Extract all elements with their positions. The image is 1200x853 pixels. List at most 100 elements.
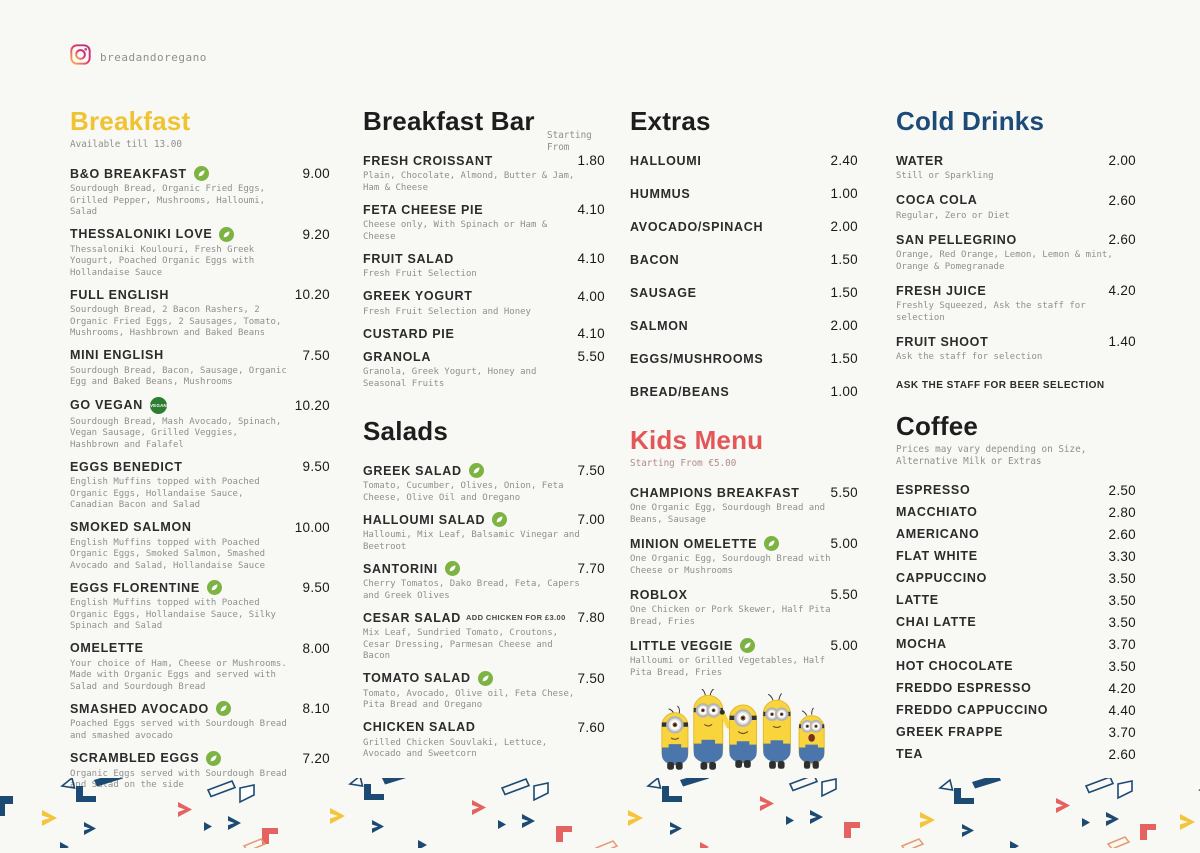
menu-item: GRANOLA 5.50 Granola, Greek Yogurt, Hone… bbox=[363, 349, 605, 390]
menu-item: AMERICANO 2.60 bbox=[896, 527, 1136, 542]
item-price: 7.70 bbox=[577, 561, 605, 577]
item-price: 2.40 bbox=[830, 153, 858, 168]
diet-badge-icon bbox=[477, 670, 493, 686]
item-description: English Muffins topped with Poached Orga… bbox=[70, 537, 266, 571]
coffee-title: Coffee bbox=[896, 410, 979, 441]
diet-badge-icon bbox=[193, 166, 209, 182]
item-price: 2.80 bbox=[1108, 504, 1136, 520]
item-name: SALMON bbox=[630, 318, 689, 333]
item-description: One Chicken or Pork Skewer, Half Pita Br… bbox=[630, 605, 831, 627]
item-name: FULL ENGLISH bbox=[70, 287, 170, 302]
item-name: SMASHED AVOCADO bbox=[70, 701, 209, 716]
item-name: ESPRESSO bbox=[896, 483, 971, 498]
item-price: 1.40 bbox=[1108, 334, 1136, 350]
item-price: 2.00 bbox=[830, 219, 858, 234]
breakfast-bar-item-list: FRESH CROISSANT 1.80 Plain, Chocolate, A… bbox=[363, 153, 605, 390]
item-name: EGGS BENEDICT bbox=[70, 459, 183, 474]
menu-item: FULL ENGLISH 10.20 Sourdough Bread, 2 Ba… bbox=[70, 287, 330, 340]
item-name: SAN PELLEGRINO bbox=[896, 232, 1017, 247]
diet-badge-icon bbox=[206, 580, 222, 596]
item-name: CHICKEN SALAD bbox=[363, 720, 476, 735]
menu-item: ESPRESSO 2.50 bbox=[896, 483, 1136, 498]
menu-item: WATER 2.00 Still or Sparkling bbox=[896, 153, 1136, 183]
item-name: CHAI LATTE bbox=[896, 615, 977, 630]
item-price: 7.60 bbox=[577, 719, 605, 735]
minions-image bbox=[630, 688, 858, 784]
item-description: Sourdough Bread, Organic Fried Eggs, Gri… bbox=[70, 184, 266, 218]
menu-item: SCRAMBLED EGGS 7.20 Organic Eggs served … bbox=[70, 750, 330, 792]
item-description: Thessaloniki Koulouri, Fresh Greek Yougu… bbox=[70, 244, 255, 278]
menu-item: HALLOUMI SALAD 7.00 Halloumi, Mix Leaf, … bbox=[363, 512, 605, 553]
item-description: Regular, Zero or Diet bbox=[896, 210, 1010, 221]
item-price: 3.50 bbox=[1108, 614, 1136, 630]
item-description: Sourdough Bread, Mash Avocado, Spinach, … bbox=[70, 416, 282, 450]
item-price: 3.30 bbox=[1108, 548, 1136, 564]
menu-item: BACON 1.50 bbox=[630, 252, 858, 267]
item-description: Your choice of Ham, Cheese or Mushrooms.… bbox=[70, 658, 287, 692]
instagram-icon bbox=[70, 44, 91, 70]
item-name: FETA CHEESE PIE bbox=[363, 202, 484, 217]
item-name: GREEK FRAPPE bbox=[896, 725, 1004, 740]
menu-item: LATTE 3.50 bbox=[896, 593, 1136, 608]
item-name: SAUSAGE bbox=[630, 285, 697, 300]
item-description: Granola, Greek Yogurt, Honey and Seasona… bbox=[363, 367, 537, 389]
menu-item: BREAD/BEANS 1.00 bbox=[630, 384, 858, 399]
menu-item: AVOCADO/SPINACH 2.00 bbox=[630, 219, 858, 234]
item-description: One Organic Egg, Sourdough Bread with Ch… bbox=[630, 554, 831, 576]
item-price: 3.50 bbox=[1108, 570, 1136, 586]
item-price: 10.20 bbox=[294, 287, 330, 303]
kids-item-list: CHAMPIONS BREAKFAST 5.50 One Organic Egg… bbox=[630, 485, 858, 679]
item-name: FRESH CROISSANT bbox=[363, 153, 493, 168]
menu-item: CHICKEN SALAD 7.60 Grilled Chicken Souvl… bbox=[363, 720, 605, 761]
item-name: LITTLE VEGGIE bbox=[630, 638, 733, 653]
item-description: English Muffins topped with Poached Orga… bbox=[70, 477, 260, 511]
item-description: Cheese only, With Spinach or Ham & Chees… bbox=[363, 220, 548, 242]
item-description: Mix Leaf, Sundried Tomato, Croutons, Ces… bbox=[363, 628, 559, 662]
item-price: 4.20 bbox=[1108, 283, 1136, 299]
item-name: EGGS FLORENTINE bbox=[70, 580, 200, 595]
menu-item: MOCHA 3.70 bbox=[896, 637, 1136, 652]
item-price: 1.50 bbox=[830, 252, 858, 267]
menu-item: SANTORINI 7.70 Cherry Tomatos, Dako Brea… bbox=[363, 561, 605, 602]
column-extras-kids: Extras HALLOUMI 2.40 bbox=[630, 106, 858, 784]
item-price: 7.20 bbox=[302, 750, 330, 766]
item-price: 5.50 bbox=[577, 349, 605, 365]
item-name: AVOCADO/SPINACH bbox=[630, 219, 764, 234]
salads-item-list: GREEK SALAD 7.50 Tomato, Cucumber, Olive… bbox=[363, 463, 605, 761]
item-name: COCA COLA bbox=[896, 193, 978, 208]
item-note: ADD CHICKEN FOR £3.00 bbox=[465, 613, 566, 623]
menu-item: CAPPUCCINO 3.50 bbox=[896, 571, 1136, 586]
item-price: 2.00 bbox=[830, 318, 858, 333]
menu-item: CUSTARD PIE 4.10 bbox=[363, 326, 605, 341]
item-description: Poached Eggs served with Sourdough Bread… bbox=[70, 719, 287, 741]
menu-item: CESAR SALAD ADD CHICKEN FOR £3.00 7.80 M… bbox=[363, 610, 605, 663]
item-name: GO VEGAN bbox=[70, 398, 143, 413]
menu-item: FREDDO CAPPUCCINO 4.40 bbox=[896, 703, 1136, 718]
menu-item: CHAI LATTE 3.50 bbox=[896, 615, 1136, 630]
item-price: 4.40 bbox=[1108, 702, 1136, 718]
item-name: CHAMPIONS BREAKFAST bbox=[630, 485, 800, 500]
item-price: 1.80 bbox=[577, 153, 605, 168]
item-description: Sourdough Bread, Bacon, Sausage, Organic… bbox=[70, 365, 287, 388]
diet-badge-icon bbox=[492, 512, 508, 528]
menu-item: ROBLOX 5.50 One Chicken or Pork Skewer, … bbox=[630, 587, 858, 628]
item-description: Orange, Red Orange, Lemon, Lemon & mint,… bbox=[896, 250, 1113, 272]
item-name: SCRAMBLED EGGS bbox=[70, 751, 200, 766]
item-description: Fresh Fruit Selection bbox=[363, 269, 477, 280]
instagram-handle: breadandoregano bbox=[100, 50, 207, 64]
item-description: Grilled Chicken Souvlaki, Lettuce, Avoca… bbox=[363, 737, 548, 760]
item-name: BREAD/BEANS bbox=[630, 384, 730, 399]
item-price: 2.60 bbox=[1108, 232, 1136, 248]
breakfast-title: Breakfast bbox=[70, 106, 191, 136]
column-drinks-coffee: Cold Drinks WATER 2.00 Still or Sparklin… bbox=[896, 106, 1136, 769]
kids-menu-title: Kids Menu bbox=[630, 425, 764, 455]
beer-selection-note: ASK THE STAFF FOR BEER SELECTION bbox=[896, 379, 1105, 391]
item-price: 4.10 bbox=[577, 251, 605, 267]
item-price: 9.50 bbox=[302, 459, 330, 475]
item-name: FRUIT SALAD bbox=[363, 251, 455, 266]
item-name: FRESH JUICE bbox=[896, 283, 987, 298]
extras-item-list: HALLOUMI 2.40 HUMMUS 1.00 bbox=[630, 153, 858, 399]
item-name: AMERICANO bbox=[896, 527, 980, 542]
column-breakfast: Breakfast Available till 13.00 B&O BREAK… bbox=[70, 106, 330, 800]
item-name: HOT CHOCOLATE bbox=[896, 659, 1014, 674]
